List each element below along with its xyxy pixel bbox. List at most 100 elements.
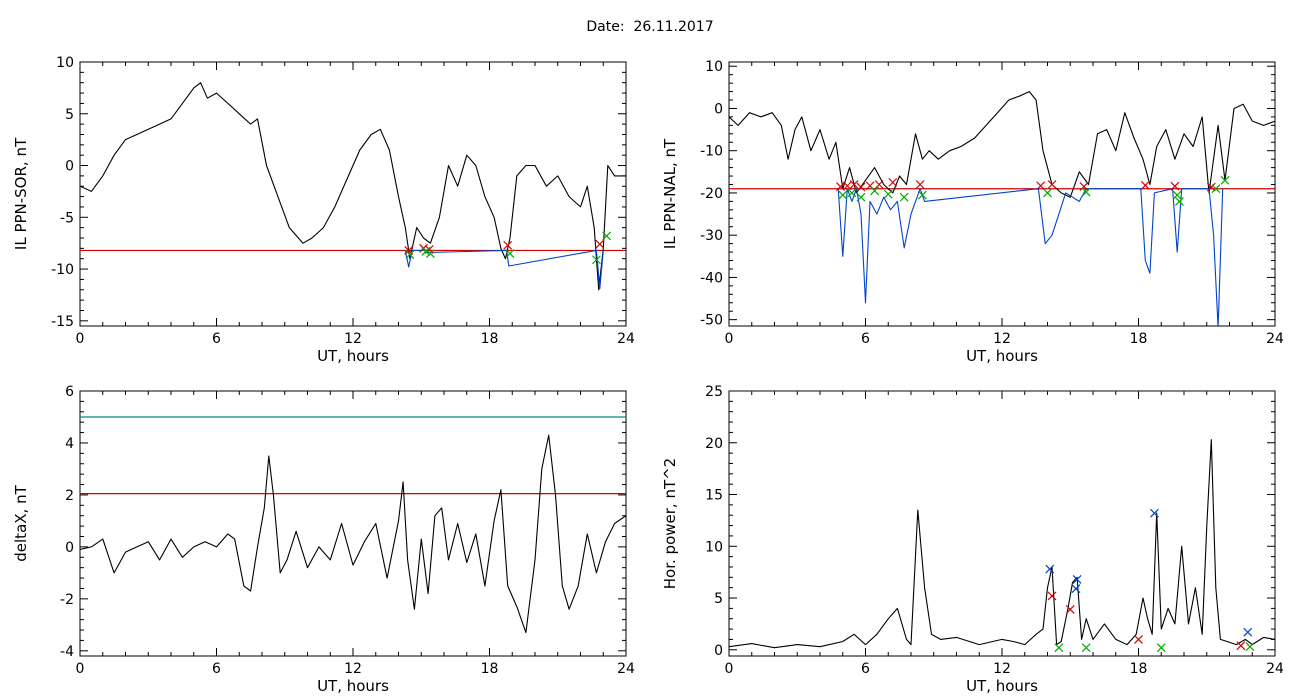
- cross-marker: [838, 190, 848, 200]
- cross-marker: [1156, 643, 1166, 653]
- y-tick-label: 5: [65, 107, 74, 123]
- cross-marker: [888, 177, 898, 187]
- chart-panel-1: 0 6 12 18 24 10 5 0 -5 -10 -15 UT, hours IL PPN-SOR,…: [12, 55, 635, 365]
- chart-panel-3: 0 6 12 18 24 6 4 2 0 -2 -4 UT, hours deltaX, nT: [12, 384, 635, 695]
- plot-area: [80, 82, 626, 291]
- x-tick-label: 0: [76, 661, 85, 677]
- x-tick-label: 6: [212, 661, 221, 677]
- plot-area: [80, 416, 626, 634]
- x-tick-label: 12: [993, 661, 1011, 677]
- series-line-1: [80, 82, 626, 291]
- plot-frame: [728, 390, 1276, 657]
- cross-marker: [883, 189, 893, 199]
- x-tick-label: 12: [993, 331, 1011, 347]
- series-line-1: [729, 439, 1275, 649]
- date-value: 26.11.2017: [633, 19, 714, 35]
- y-tick-label: 10: [705, 59, 723, 75]
- cross-marker: [1043, 188, 1052, 198]
- cross-marker: [602, 231, 612, 241]
- chart-panel-4: 0 6 12 18 24 25 20 15 10 5 0 UT, hours Hor. power, n…: [661, 384, 1284, 695]
- y-tick-label: -2: [60, 592, 74, 608]
- y-tick-label: -15: [51, 314, 74, 330]
- cross-marker: [1036, 181, 1046, 191]
- x-tick-label: 18: [1130, 331, 1148, 347]
- cross-marker: [1140, 180, 1150, 190]
- y-tick-label: 0: [714, 101, 723, 117]
- y-tick-label: -5: [60, 210, 74, 226]
- cross-marker: [849, 180, 859, 189]
- cross-marker: [1150, 508, 1159, 518]
- cross-marker: [405, 250, 415, 259]
- x-tick-label: 24: [1266, 331, 1284, 347]
- x-tick-label: 18: [481, 331, 499, 347]
- series-line-2: [837, 188, 1224, 326]
- date-header: Date: 26.11.2017: [0, 19, 1300, 35]
- cross-marker: [1072, 574, 1082, 584]
- chart-panel-2: 0 6 12 18 24 10 0 -10 -20 -30 -40 -50 UT, hours IL PP…: [661, 59, 1284, 365]
- y-axis-label: deltaX, nT: [12, 484, 30, 561]
- cross-marker: [1172, 190, 1182, 200]
- cross-marker: [592, 255, 601, 265]
- date-label: Date:: [586, 19, 625, 35]
- y-axis-label: IL PPN-NAL, nT: [661, 138, 679, 249]
- series-line-1: [729, 91, 1275, 198]
- cross-marker: [505, 249, 515, 258]
- x-axis-label: UT, hours: [966, 347, 1038, 365]
- cross-marker: [1079, 182, 1089, 192]
- cross-marker: [870, 186, 880, 196]
- y-tick-label: -4: [60, 644, 74, 660]
- x-tick-label: 0: [725, 331, 734, 347]
- x-tick-label: 24: [617, 661, 635, 677]
- cross-marker: [421, 247, 431, 256]
- cross-marker: [856, 192, 866, 202]
- x-tick-label: 12: [344, 331, 362, 347]
- x-tick-label: 6: [861, 331, 870, 347]
- cross-marker: [915, 180, 925, 189]
- y-tick-label: 10: [705, 539, 723, 555]
- cross-marker: [842, 181, 852, 191]
- cross-marker: [1081, 643, 1091, 653]
- x-tick-label: 18: [1130, 661, 1148, 677]
- x-axis-label: UT, hours: [966, 677, 1038, 695]
- y-tick-label: 25: [705, 384, 723, 400]
- plot-area: [729, 391, 1275, 653]
- cross-marker: [1071, 584, 1081, 594]
- series-line-2: [404, 249, 604, 290]
- y-tick-label: 0: [65, 540, 74, 556]
- y-axis-label: Hor. power, nT^2: [661, 458, 679, 589]
- y-tick-label: -30: [700, 228, 723, 244]
- y-tick-label: -50: [700, 313, 723, 329]
- cross-marker: [1054, 643, 1064, 653]
- cross-marker: [1236, 641, 1246, 651]
- y-tick-label: 4: [65, 436, 74, 452]
- y-tick-label: -40: [700, 270, 723, 286]
- cross-marker: [847, 188, 857, 198]
- plot-area: [729, 91, 1275, 326]
- y-tick-label: 0: [65, 159, 74, 175]
- cross-marker: [874, 180, 884, 189]
- plot-frame: [79, 61, 627, 327]
- x-axis-label: UT, hours: [317, 347, 389, 365]
- cross-marker: [899, 192, 909, 202]
- y-tick-label: 2: [65, 488, 74, 504]
- y-tick-label: -10: [700, 144, 723, 160]
- cross-marker: [1065, 604, 1075, 614]
- cross-marker: [1081, 187, 1091, 197]
- cross-marker: [917, 190, 927, 200]
- x-tick-label: 0: [76, 331, 85, 347]
- cross-marker: [1211, 184, 1221, 194]
- y-tick-label: 5: [714, 591, 723, 607]
- y-tick-label: 6: [65, 384, 74, 400]
- plot-frame: [728, 61, 1276, 327]
- cross-marker: [1220, 175, 1230, 185]
- cross-marker: [1175, 196, 1184, 206]
- x-tick-label: 12: [344, 661, 362, 677]
- y-tick-label: 20: [705, 436, 723, 452]
- x-axis-label: UT, hours: [317, 677, 389, 695]
- cross-marker: [1047, 591, 1057, 601]
- cross-marker: [503, 240, 513, 250]
- cross-marker: [425, 249, 435, 258]
- x-tick-label: 24: [617, 331, 635, 347]
- y-tick-label: 15: [705, 488, 723, 504]
- y-tick-label: -10: [51, 262, 74, 278]
